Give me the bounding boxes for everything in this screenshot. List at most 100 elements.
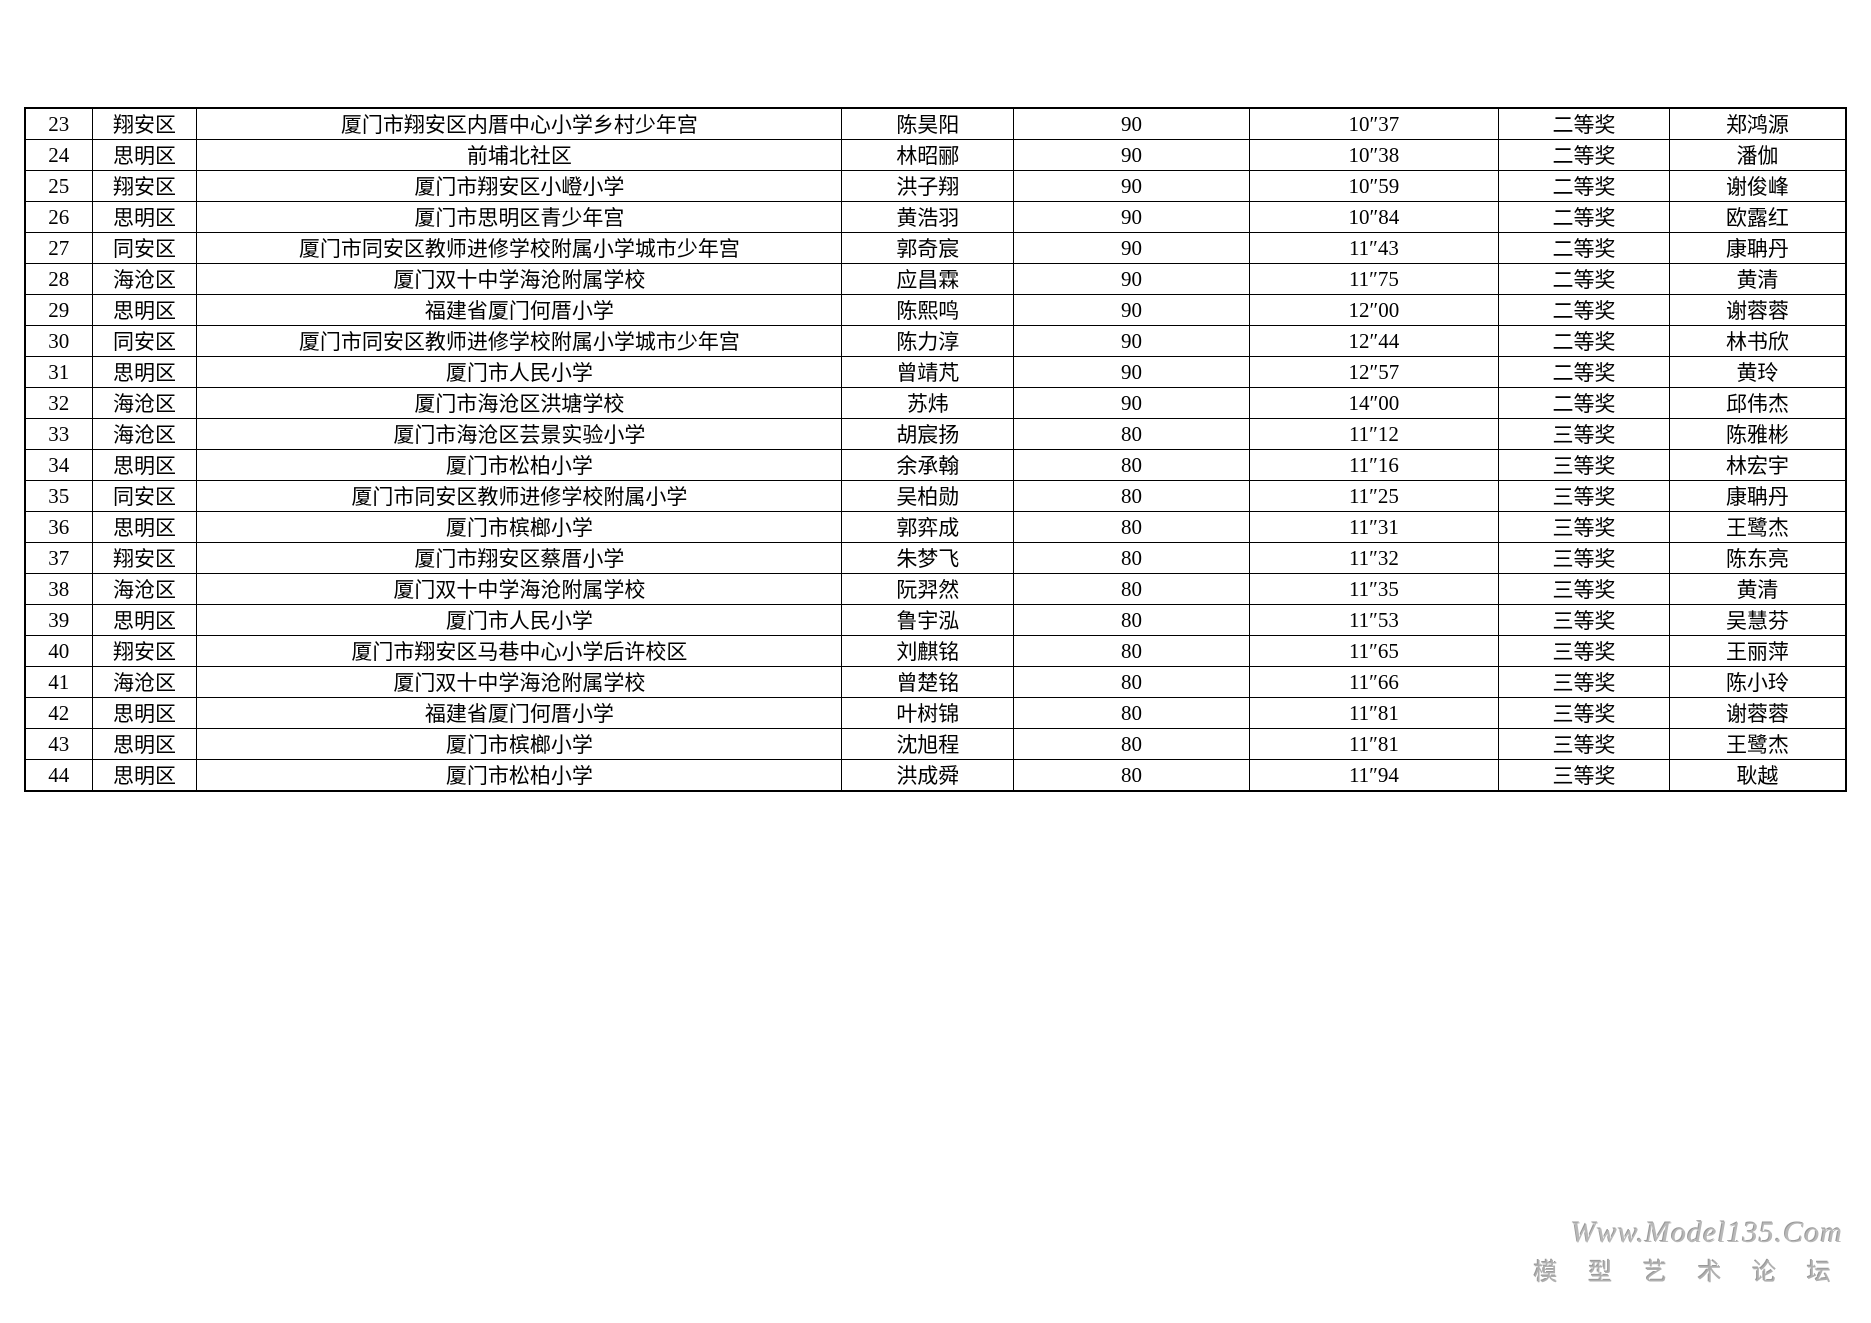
teacher: 耿越 [1669, 760, 1846, 792]
school: 厦门双十中学海沧附属学校 [197, 264, 842, 295]
score: 80 [1014, 574, 1249, 605]
teacher: 王鹭杰 [1669, 512, 1846, 543]
teacher: 陈小玲 [1669, 667, 1846, 698]
row-index: 24 [25, 140, 92, 171]
district: 思明区 [92, 357, 197, 388]
prize: 三等奖 [1499, 450, 1670, 481]
score: 80 [1014, 450, 1249, 481]
row-index: 25 [25, 171, 92, 202]
school: 厦门市翔安区内厝中心小学乡村少年宫 [197, 108, 842, 140]
prize: 三等奖 [1499, 574, 1670, 605]
row-index: 42 [25, 698, 92, 729]
teacher: 王丽萍 [1669, 636, 1846, 667]
time: 11″75 [1249, 264, 1499, 295]
score: 90 [1014, 264, 1249, 295]
time: 11″66 [1249, 667, 1499, 698]
school: 厦门市海沧区芸景实验小学 [197, 419, 842, 450]
student-name: 陈力淳 [842, 326, 1014, 357]
student-name: 曾楚铭 [842, 667, 1014, 698]
table-row: 25翔安区厦门市翔安区小嶝小学洪子翔9010″59二等奖谢俊峰 [25, 171, 1846, 202]
score: 90 [1014, 233, 1249, 264]
teacher: 郑鸿源 [1669, 108, 1846, 140]
school: 厦门双十中学海沧附属学校 [197, 574, 842, 605]
prize: 三等奖 [1499, 667, 1670, 698]
district: 思明区 [92, 698, 197, 729]
teacher: 王鹭杰 [1669, 729, 1846, 760]
school: 厦门市同安区教师进修学校附属小学城市少年宫 [197, 233, 842, 264]
student-name: 陈熙鸣 [842, 295, 1014, 326]
table-row: 38海沧区厦门双十中学海沧附属学校阮羿然8011″35三等奖黄清 [25, 574, 1846, 605]
prize: 三等奖 [1499, 760, 1670, 792]
teacher: 谢蓉蓉 [1669, 295, 1846, 326]
school: 厦门市槟榔小学 [197, 729, 842, 760]
results-table: 23翔安区厦门市翔安区内厝中心小学乡村少年宫陈昊阳9010″37二等奖郑鸿源24… [24, 107, 1847, 792]
time: 10″59 [1249, 171, 1499, 202]
score: 90 [1014, 388, 1249, 419]
prize: 二等奖 [1499, 108, 1670, 140]
student-name: 郭奇宸 [842, 233, 1014, 264]
table-row: 29思明区福建省厦门何厝小学陈熙鸣9012″00二等奖谢蓉蓉 [25, 295, 1846, 326]
student-name: 陈昊阳 [842, 108, 1014, 140]
prize: 二等奖 [1499, 202, 1670, 233]
row-index: 36 [25, 512, 92, 543]
teacher: 潘伽 [1669, 140, 1846, 171]
prize: 二等奖 [1499, 295, 1670, 326]
score: 90 [1014, 326, 1249, 357]
district: 同安区 [92, 326, 197, 357]
time: 11″94 [1249, 760, 1499, 792]
score: 90 [1014, 295, 1249, 326]
teacher: 欧露红 [1669, 202, 1846, 233]
prize: 二等奖 [1499, 357, 1670, 388]
student-name: 林昭郦 [842, 140, 1014, 171]
district: 思明区 [92, 202, 197, 233]
results-table-container: 23翔安区厦门市翔安区内厝中心小学乡村少年宫陈昊阳9010″37二等奖郑鸿源24… [24, 107, 1847, 792]
table-row: 40翔安区厦门市翔安区马巷中心小学后许校区刘麒铭8011″65三等奖王丽萍 [25, 636, 1846, 667]
table-row: 32海沧区厦门市海沧区洪塘学校苏炜9014″00二等奖邱伟杰 [25, 388, 1846, 419]
student-name: 叶树锦 [842, 698, 1014, 729]
row-index: 26 [25, 202, 92, 233]
student-name: 黄浩羽 [842, 202, 1014, 233]
prize: 二等奖 [1499, 388, 1670, 419]
score: 80 [1014, 481, 1249, 512]
row-index: 40 [25, 636, 92, 667]
table-row: 37翔安区厦门市翔安区蔡厝小学朱梦飞8011″32三等奖陈东亮 [25, 543, 1846, 574]
prize: 三等奖 [1499, 729, 1670, 760]
row-index: 30 [25, 326, 92, 357]
district: 海沧区 [92, 388, 197, 419]
table-row: 44思明区厦门市松柏小学洪成舜8011″94三等奖耿越 [25, 760, 1846, 792]
score: 80 [1014, 543, 1249, 574]
row-index: 32 [25, 388, 92, 419]
table-row: 36思明区厦门市槟榔小学郭弈成8011″31三等奖王鹭杰 [25, 512, 1846, 543]
watermark: Www.Model135.Com 模 型 艺 术 论 坛 [1534, 1216, 1843, 1287]
watermark-caption: 模 型 艺 术 论 坛 [1534, 1252, 1843, 1287]
row-index: 44 [25, 760, 92, 792]
score: 90 [1014, 202, 1249, 233]
time: 11″32 [1249, 543, 1499, 574]
student-name: 刘麒铭 [842, 636, 1014, 667]
prize: 二等奖 [1499, 171, 1670, 202]
time: 11″16 [1249, 450, 1499, 481]
prize: 二等奖 [1499, 326, 1670, 357]
prize: 三等奖 [1499, 605, 1670, 636]
row-index: 29 [25, 295, 92, 326]
score: 80 [1014, 667, 1249, 698]
district: 思明区 [92, 512, 197, 543]
teacher: 黄玲 [1669, 357, 1846, 388]
student-name: 吴柏勋 [842, 481, 1014, 512]
prize: 三等奖 [1499, 636, 1670, 667]
student-name: 沈旭程 [842, 729, 1014, 760]
row-index: 41 [25, 667, 92, 698]
school: 厦门市思明区青少年宫 [197, 202, 842, 233]
score: 90 [1014, 357, 1249, 388]
school: 厦门市松柏小学 [197, 450, 842, 481]
table-row: 34思明区厦门市松柏小学余承翰8011″16三等奖林宏宇 [25, 450, 1846, 481]
time: 11″81 [1249, 729, 1499, 760]
teacher: 谢俊峰 [1669, 171, 1846, 202]
score: 90 [1014, 171, 1249, 202]
row-index: 31 [25, 357, 92, 388]
table-row: 35同安区厦门市同安区教师进修学校附属小学吴柏勋8011″25三等奖康聃丹 [25, 481, 1846, 512]
student-name: 朱梦飞 [842, 543, 1014, 574]
time: 11″35 [1249, 574, 1499, 605]
row-index: 28 [25, 264, 92, 295]
teacher: 吴慧芬 [1669, 605, 1846, 636]
